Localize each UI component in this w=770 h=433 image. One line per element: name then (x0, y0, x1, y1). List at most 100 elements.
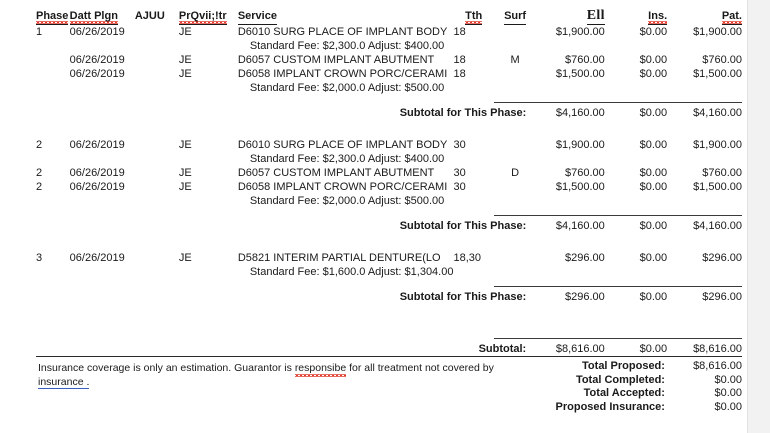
total-completed-label: Total Completed: (575, 373, 665, 386)
cell-service: D6057 CUSTOM IMPLANT ABUTMENT (237, 54, 435, 66)
cell-provider: JE (178, 252, 192, 264)
total-row-proposed: Total Proposed: $8,616.00 (520, 360, 742, 374)
column-header-service: Service (237, 9, 454, 25)
treatment-plan-sheet: Phase Datt Plgn AJUU PrQvii;!tr Service … (36, 8, 742, 414)
cell-provider: JE (178, 26, 192, 38)
cell-ajuu (135, 53, 179, 67)
phase-subtotal-insurance: $0.00 (639, 107, 668, 119)
fee-note-row: Standard Fee: $2,000.0 Adjust: $500.00 (36, 194, 742, 208)
cell-insurance: $0.00 (639, 54, 668, 66)
cell-patient: $1,900.00 (693, 26, 742, 38)
fee-note: Standard Fee: $2,300.0 Adjust: $400.00 (249, 40, 445, 52)
cell-insurance: $0.00 (639, 139, 668, 151)
phase-subtotal-row: Subtotal for This Phase: $4,160.00 $0.00… (36, 216, 742, 234)
fee-note: Standard Fee: $2,000.0 Adjust: $500.00 (249, 82, 445, 94)
grand-subtotal-rule (36, 331, 742, 339)
cell-service: D6010 SURG PLACE OF IMPLANT BODY (237, 26, 448, 38)
page-edge-scrollbar[interactable] (747, 0, 770, 433)
table-row[interactable]: 3 06/26/2019 JE D5821 INTERIM PARTIAL DE… (36, 251, 742, 265)
phase-subtotal-rule (36, 95, 742, 103)
cell-ajuu (135, 251, 179, 265)
cell-patient: $760.00 (702, 54, 742, 66)
cell-ajuu (135, 180, 179, 194)
table-row[interactable]: 2 06/26/2019 JE D6010 SURG PLACE OF IMPL… (36, 138, 742, 152)
cell-ajuu (135, 138, 179, 152)
cell-provider: JE (178, 54, 192, 66)
table-row[interactable]: 06/26/2019 JE D6057 CUSTOM IMPLANT ABUTM… (36, 53, 742, 67)
cell-insurance: $0.00 (639, 167, 668, 179)
cell-insurance: $0.00 (639, 26, 668, 38)
grand-gap (36, 304, 742, 322)
cell-patient: $296.00 (702, 252, 742, 264)
cell-ajuu (135, 67, 179, 81)
cell-date: 06/26/2019 (69, 181, 125, 193)
table-row[interactable]: 2 06/26/2019 JE D6058 IMPLANT CROWN PORC… (36, 180, 742, 194)
column-header-insurance: Ins. (605, 9, 668, 25)
cell-tooth: 18,30 (453, 252, 481, 264)
fee-note-row: Standard Fee: $2,300.0 Adjust: $400.00 (36, 39, 742, 53)
proposed-insurance-label: Proposed Insurance: (555, 400, 665, 413)
phase-subtotal-label: Subtotal for This Phase: (399, 291, 527, 303)
table-body: 1 06/26/2019 JE D6010 SURG PLACE OF IMPL… (36, 25, 742, 356)
phase-subtotal-row: Subtotal for This Phase: $4,160.00 $0.00… (36, 103, 742, 121)
cell-estimate: $760.00 (565, 54, 605, 66)
phase-subtotal-estimate: $4,160.00 (555, 107, 605, 119)
cell-ajuu (135, 25, 179, 39)
cell-tooth: 30 (453, 181, 466, 193)
cell-tooth: 18 (453, 26, 466, 38)
total-completed-value: $0.00 (714, 373, 742, 386)
disclaimer-insurance-link[interactable]: insurance . (38, 376, 90, 389)
cell-estimate: $760.00 (565, 167, 605, 179)
cell-phase: 2 (36, 139, 43, 151)
grand-subtotal-label: Subtotal: (478, 343, 527, 355)
cell-insurance: $0.00 (639, 252, 668, 264)
cell-tooth: 30 (453, 167, 466, 179)
treatment-plan-table: Phase Datt Plgn AJUU PrQvii;!tr Service … (36, 9, 742, 356)
phase-subtotal-label: Subtotal for This Phase: (399, 107, 527, 119)
grand-subtotal-patient: $8,616.00 (693, 343, 742, 355)
cell-patient: $1,500.00 (693, 181, 742, 193)
cell-surface (494, 25, 536, 39)
column-header-surface: Surf (494, 9, 536, 25)
cell-patient: $1,900.00 (693, 139, 742, 151)
total-accepted-label: Total Accepted: (583, 387, 665, 399)
disclaimer-text-part2: for all treatment not covered by (346, 362, 494, 374)
column-header-phase: Phase (36, 9, 70, 25)
phase-subtotal-rule (36, 208, 742, 216)
fee-note-row: Standard Fee: $2,000.0 Adjust: $500.00 (36, 81, 742, 95)
total-accepted-value: $0.00 (714, 387, 742, 399)
column-header-ajuu: AJUU (134, 10, 165, 22)
column-header-patient: Pat. (667, 9, 742, 25)
grand-subtotal-row: Subtotal: $8,616.00 $0.00 $8,616.00 (36, 339, 742, 357)
cell-tooth: 30 (453, 139, 466, 151)
cell-service: D5821 INTERIM PARTIAL DENTURE(LO (237, 252, 441, 264)
cell-phase: 2 (36, 167, 43, 179)
fee-note-row: Standard Fee: $2,300.0 Adjust: $400.00 (36, 152, 742, 166)
cell-surface (494, 180, 536, 194)
total-row-proposed-insurance: Proposed Insurance: $0.00 (520, 401, 742, 415)
total-row-completed: Total Completed: $0.00 (520, 374, 742, 388)
phase-subtotal-estimate: $296.00 (565, 291, 605, 303)
table-row[interactable]: 1 06/26/2019 JE D6010 SURG PLACE OF IMPL… (36, 25, 742, 39)
cell-date: 06/26/2019 (69, 167, 125, 179)
cell-surface: D (511, 167, 520, 179)
fee-note: Standard Fee: $1,600.0 Adjust: $1,304.00 (249, 266, 454, 278)
cell-estimate: $1,500.00 (555, 181, 605, 193)
table-row[interactable]: 2 06/26/2019 JE D6057 CUSTOM IMPLANT ABU… (36, 166, 742, 180)
total-proposed-value: $8,616.00 (693, 360, 742, 372)
cell-estimate: $1,500.00 (555, 68, 605, 80)
fee-note: Standard Fee: $2,000.0 Adjust: $500.00 (249, 195, 445, 207)
grand-subtotal-insurance: $0.00 (639, 343, 668, 355)
cell-service: D6010 SURG PLACE OF IMPLANT BODY (237, 139, 448, 151)
cell-ajuu (135, 166, 179, 180)
phase-gap (36, 120, 742, 138)
phase-gap (36, 233, 742, 251)
cell-phase: 2 (36, 181, 43, 193)
cell-insurance: $0.00 (639, 181, 668, 193)
cell-service: D6058 IMPLANT CROWN PORC/CERAMI (237, 68, 448, 80)
cell-provider: JE (178, 139, 192, 151)
cell-phase: 1 (36, 26, 43, 38)
cell-estimate: $1,900.00 (555, 139, 605, 151)
table-row[interactable]: 06/26/2019 JE D6058 IMPLANT CROWN PORC/C… (36, 67, 742, 81)
totals-summary: Total Proposed: $8,616.00 Total Complete… (520, 360, 742, 414)
